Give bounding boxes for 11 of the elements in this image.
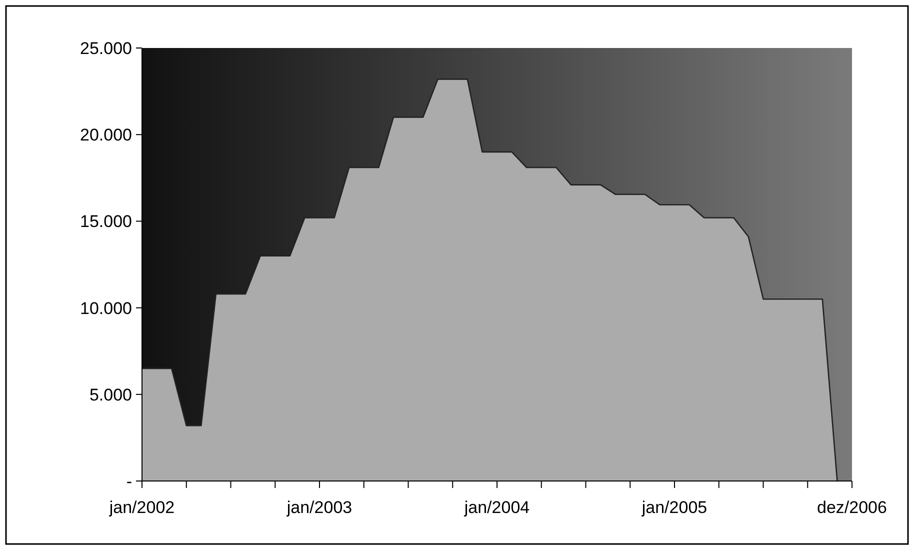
y-tick-label: 25.000 bbox=[80, 38, 132, 58]
x-tick-label: jan/2002 bbox=[108, 498, 175, 517]
x-tick-label: jan/2003 bbox=[286, 498, 352, 517]
x-tick-label: dez/2006 bbox=[817, 498, 887, 517]
y-tick-label: 20.000 bbox=[80, 126, 132, 145]
x-tick-label: jan/2004 bbox=[463, 498, 530, 517]
y-tick-label: 15.000 bbox=[80, 212, 132, 232]
y-tick-label: - bbox=[126, 472, 132, 491]
y-tick-label: 10.000 bbox=[80, 298, 132, 318]
x-tick-label: jan/2005 bbox=[640, 498, 708, 517]
y-tick-label: 5.000 bbox=[89, 385, 132, 404]
